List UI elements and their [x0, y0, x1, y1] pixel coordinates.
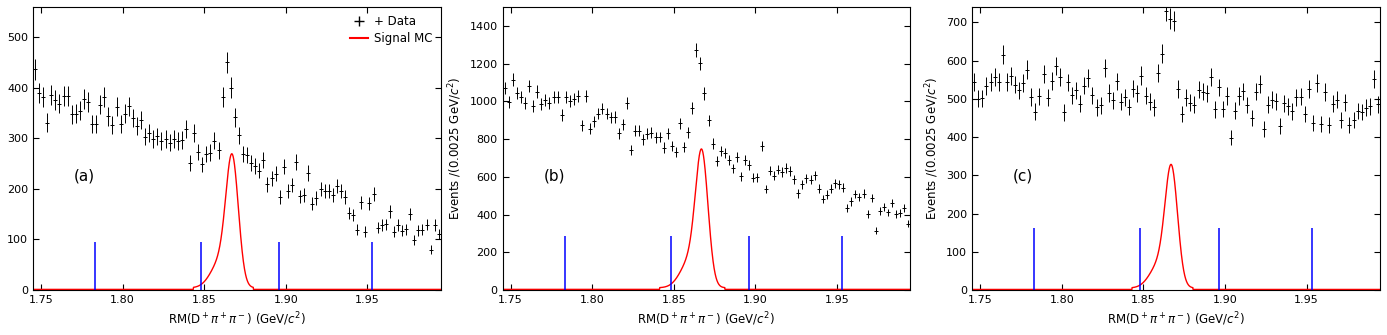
X-axis label: RM(D$^+\pi^+\pi^-$) (GeV/$c^2$): RM(D$^+\pi^+\pi^-$) (GeV/$c^2$) [168, 311, 307, 328]
Y-axis label: Events /(0.0025 GeV/$c^2$): Events /(0.0025 GeV/$c^2$) [922, 77, 940, 220]
Text: (b): (b) [544, 168, 565, 183]
Legend: + Data, Signal MC: + Data, Signal MC [348, 13, 436, 47]
Text: (c): (c) [1013, 168, 1033, 183]
X-axis label: RM(D$^+\pi^+\pi^-$) (GeV/$c^2$): RM(D$^+\pi^+\pi^-$) (GeV/$c^2$) [1107, 311, 1246, 328]
X-axis label: RM(D$^+\pi^+\pi^-$) (GeV/$c^2$): RM(D$^+\pi^+\pi^-$) (GeV/$c^2$) [638, 311, 775, 328]
Text: (a): (a) [74, 168, 94, 183]
Y-axis label: Events /(0.0025 GeV/$c^2$): Events /(0.0025 GeV/$c^2$) [447, 77, 465, 220]
